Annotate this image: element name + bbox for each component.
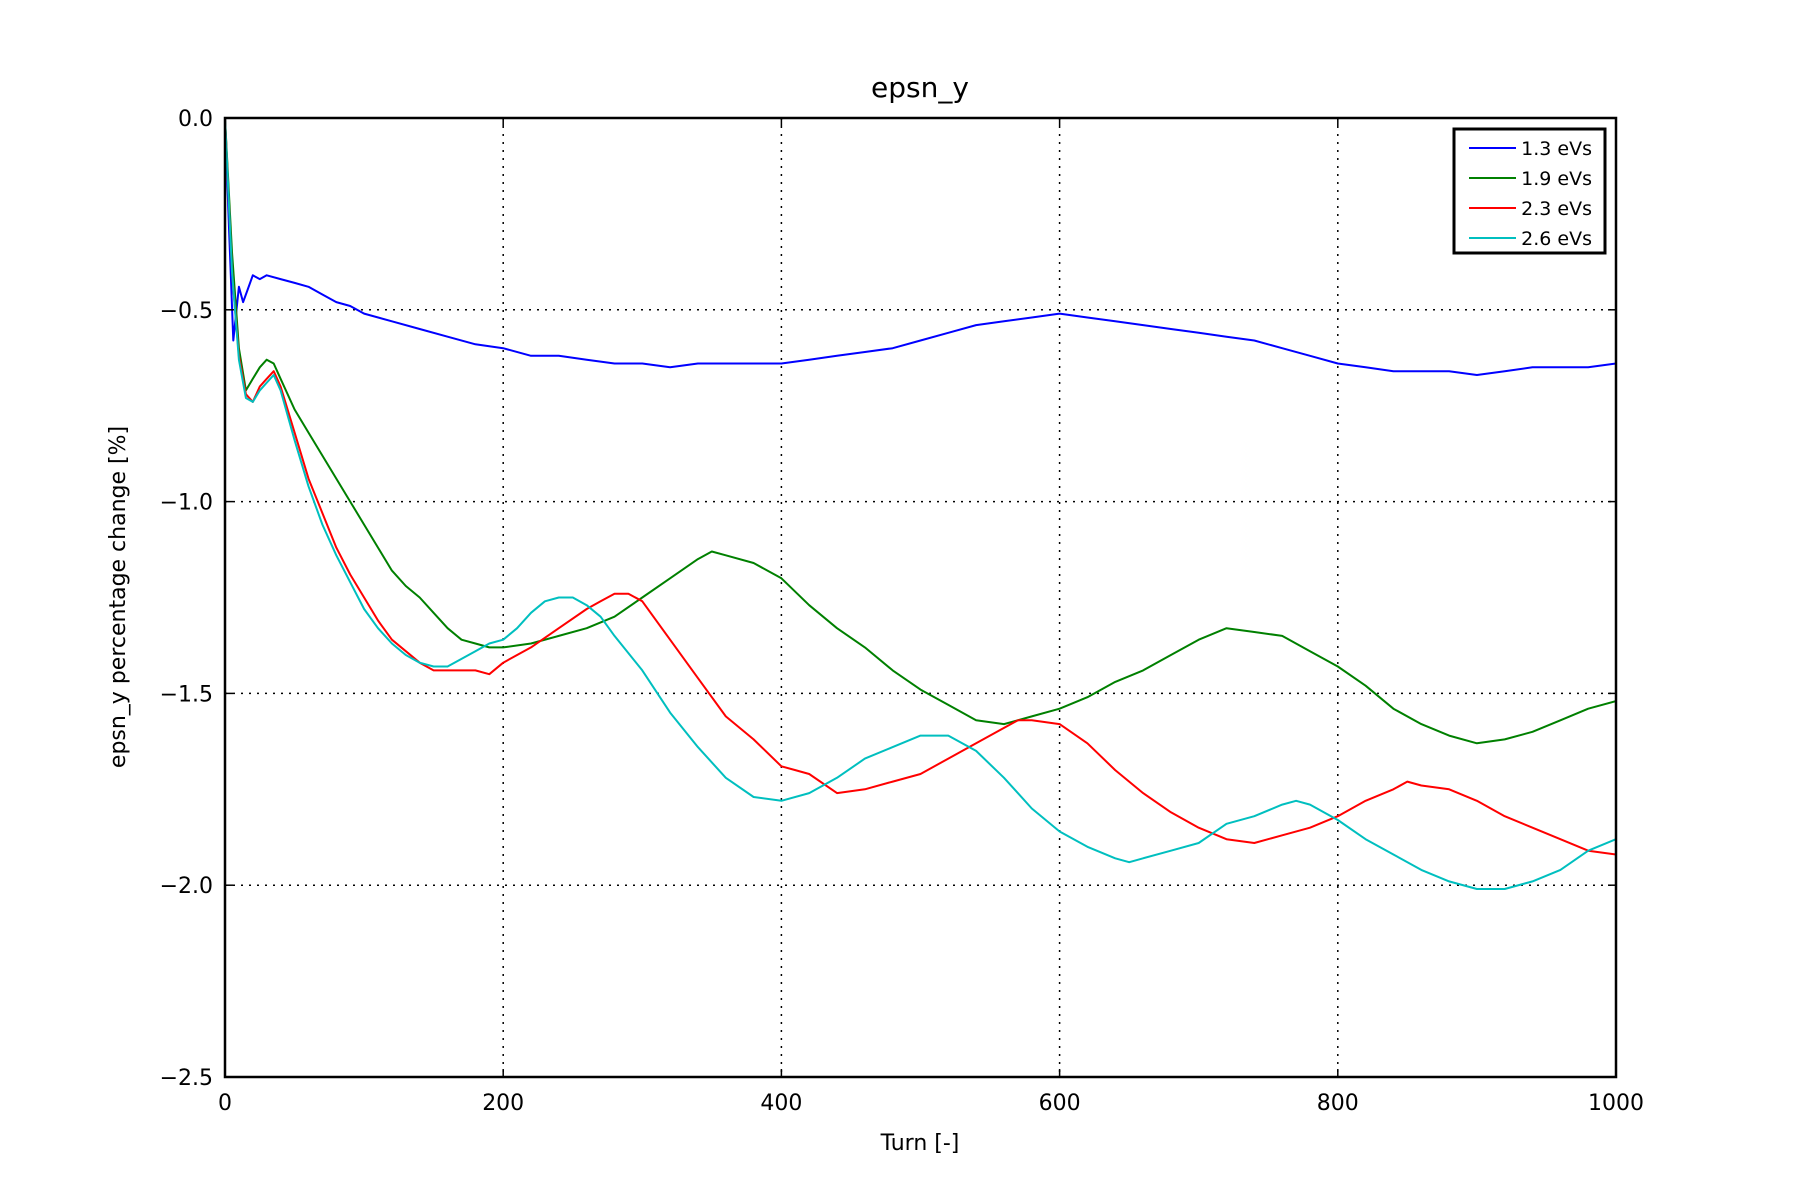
legend: 1.3 eVs 1.9 eVs 2.3 eVs 2.6 eVs (1452, 127, 1607, 255)
legend-box (1452, 127, 1607, 255)
y-tick-label: −2.0 (160, 874, 213, 899)
y-tick-label: −0.5 (160, 299, 213, 324)
legend-label: 2.3 eVs (1521, 198, 1592, 220)
legend-entries: 1.3 eVs 1.9 eVs 2.3 eVs 2.6 eVs (1469, 138, 1592, 250)
legend-label: 1.3 eVs (1521, 138, 1592, 160)
y-tick-label: −2.5 (160, 1066, 213, 1091)
chart-title: epsn_y (871, 71, 969, 104)
x-tick-label: 800 (1317, 1091, 1359, 1116)
series-line-3 (225, 118, 1616, 856)
legend-label: 1.9 eVs (1521, 168, 1592, 190)
x-tick-label: 200 (482, 1091, 524, 1116)
series-line-4 (225, 118, 1616, 890)
x-tick-label: 400 (760, 1091, 802, 1116)
series-line-2 (225, 118, 1616, 745)
legend-label: 2.6 eVs (1521, 228, 1592, 250)
x-axis-label: Turn [-] (880, 1131, 960, 1156)
axis-ticks: 0 200 400 600 800 1000 0.0 −0.5 −1.0 −1.5 −2.0 −2.5 (160, 107, 1644, 1116)
x-tick-label: 0 (218, 1091, 232, 1116)
y-tick-label: −1.0 (160, 491, 213, 516)
series-layer (225, 118, 1616, 890)
y-tick-label: −1.5 (160, 682, 213, 707)
x-tick-label: 1000 (1588, 1091, 1644, 1116)
series-line-1 (225, 118, 1616, 376)
plot-frame (223, 116, 1618, 1079)
y-axis-label: epsn_y percentage change [%] (106, 426, 131, 768)
x-tick-label: 600 (1039, 1091, 1081, 1116)
y-tick-label: 0.0 (178, 107, 213, 132)
